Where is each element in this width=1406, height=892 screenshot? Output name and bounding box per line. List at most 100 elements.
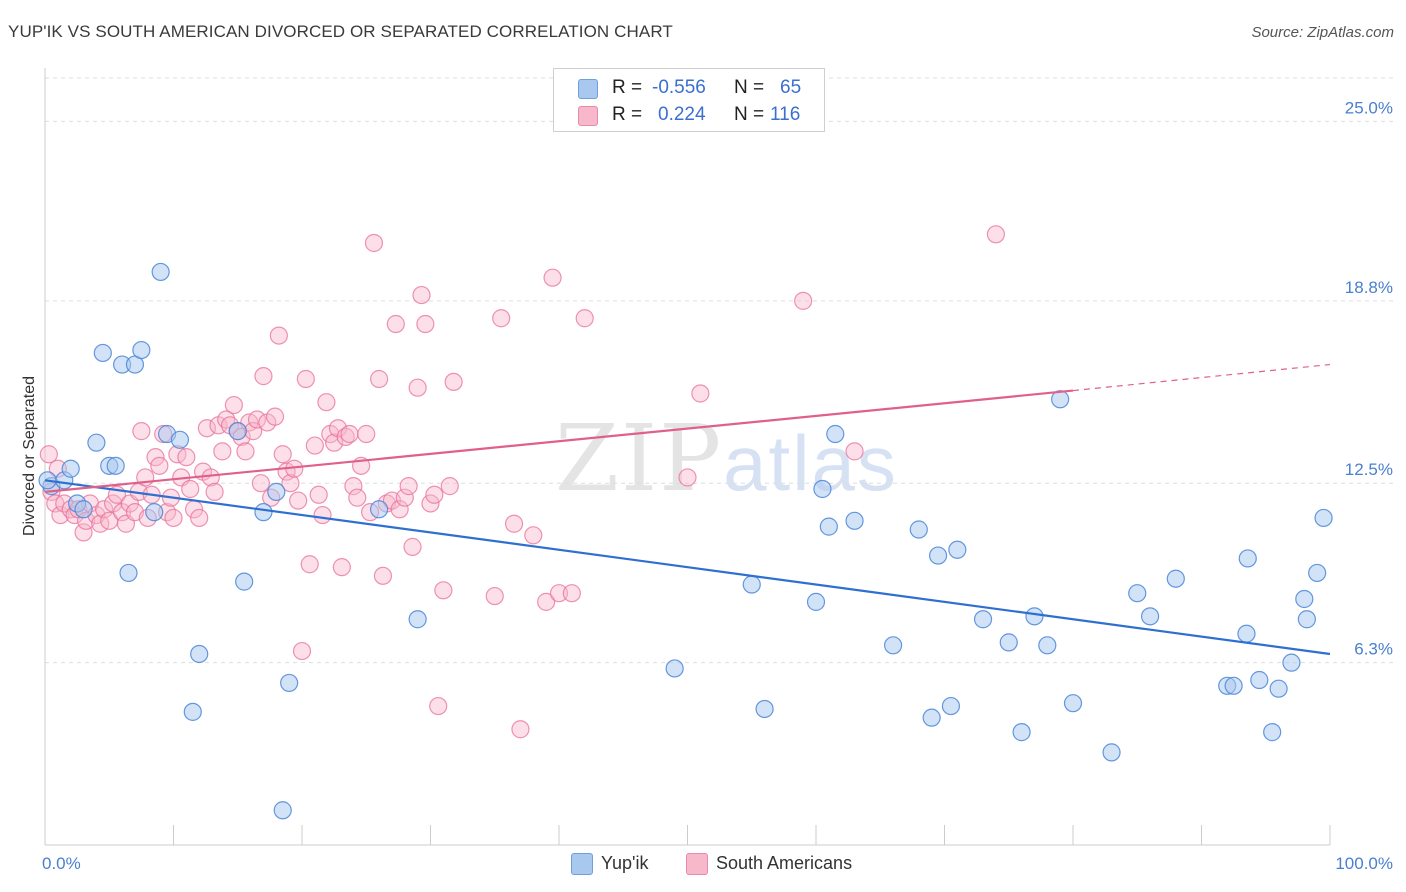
r-label: R = [612,77,643,98]
yupik-point [267,482,286,501]
yupik-point [742,575,761,594]
yupik-point [1012,723,1031,742]
south-americans-points [39,225,1006,739]
south-americans-point [429,696,448,716]
r-value: 0.224 [658,104,706,125]
yupik-point [928,546,948,565]
yupik-point [1314,508,1333,528]
yupik-point [61,459,80,478]
yupik-point [665,659,684,678]
south-americans-point [146,448,165,467]
stats-row-yupik: R = -0.556 N = 65 [554,75,824,101]
yupik-point [1269,679,1288,698]
n-label: N = [734,104,765,125]
r-value: -0.556 [652,77,706,98]
yupik-point [370,500,389,519]
south-americans-point [425,485,444,504]
south-americans-point [434,581,453,600]
n-label: N = [734,77,765,98]
yupik-point [819,517,838,536]
yupik-point [1038,636,1057,655]
south-americans-point [390,500,409,519]
yupik-point [1238,549,1257,568]
legend-south-label: South Americans [716,853,853,873]
south-americans-point [269,326,288,345]
south-americans-trend-extension [1072,363,1331,392]
stats-box: R = -0.556 N = 65 R = 0.224 N = 116 [553,68,825,132]
south-americans-point [543,268,562,287]
legend-south-swatch [686,853,708,875]
yupik-point [190,644,209,664]
watermark: ZIPatlas [555,405,898,512]
yupik-point [145,503,164,522]
yupik-point [280,673,299,693]
yupik-point [1224,676,1243,695]
legend-yupik-swatch [571,853,593,875]
yupik-point [74,500,93,519]
yupik-point [106,456,125,475]
yupik-point [1250,670,1269,690]
yupik-point [1282,653,1301,672]
south-americans-point [794,291,813,310]
south-americans-point [386,314,405,334]
yupik-point [408,610,427,629]
yupik-point [973,610,993,629]
south-americans-point [95,500,114,519]
yupik-point [755,699,774,719]
south-americans-point [370,369,389,389]
yupik-point [845,511,864,530]
south-americans-point [986,225,1006,244]
south-americans-point [39,445,58,464]
south-americans-point [265,407,285,426]
south-americans-point [364,233,384,253]
yupik-point [999,633,1018,652]
yupik-trend-line [44,479,1331,656]
legend-yupik-label: Yup'ik [601,853,649,873]
south-americans-point [251,474,270,493]
yupik-point [151,262,170,282]
south-americans-point [164,508,183,528]
yupik-point [235,572,254,591]
south-americans-point [504,514,524,533]
south-americans-point [132,422,151,441]
south-americans-point [309,485,328,504]
south-americans-point [416,314,435,334]
south-americans-point [373,566,393,585]
yupik-point [183,702,202,721]
yupik-point [1128,584,1147,603]
south-americans-point [181,479,200,499]
south-americans-point [537,592,556,611]
r-label: R = [612,104,643,125]
yupik-point [93,343,112,363]
y-axis-label: Divorced or Separated [21,376,38,536]
south-americans-point [317,393,336,412]
axes [44,68,1331,846]
y-tick-label: 25.0% [1345,98,1393,117]
south-americans-point [313,505,332,525]
south-americans-point [236,442,255,461]
watermark-atlas: atlas [723,419,898,507]
yupik-point [1102,743,1121,762]
south-americans-point [247,410,267,429]
yupik-point [228,422,247,441]
yupik-point [1308,563,1327,583]
yupik-point [119,563,138,583]
south-americans-point [197,419,217,438]
y-tick-label: 6.3% [1354,640,1393,659]
south-americans-point [395,488,414,507]
south-americans-point [213,442,232,461]
south-americans-point [281,474,300,493]
south-americans-point [575,309,594,328]
south-americans-point [51,505,70,525]
tick-labels: 6.3% 12.5% 18.8% 25.0% 0.0% 100.0% [42,98,1393,873]
source-label: Source: ZipAtlas.com [1251,24,1394,41]
south-americans-point [332,558,351,577]
trend-lines [44,363,1331,656]
yupik-point [922,708,941,727]
south-swatch [578,106,598,126]
south-americans-point [549,584,569,603]
n-value: 65 [780,77,802,98]
yupik-point [909,520,928,539]
yupik-point [1297,610,1316,629]
south-americans-point [691,384,710,403]
